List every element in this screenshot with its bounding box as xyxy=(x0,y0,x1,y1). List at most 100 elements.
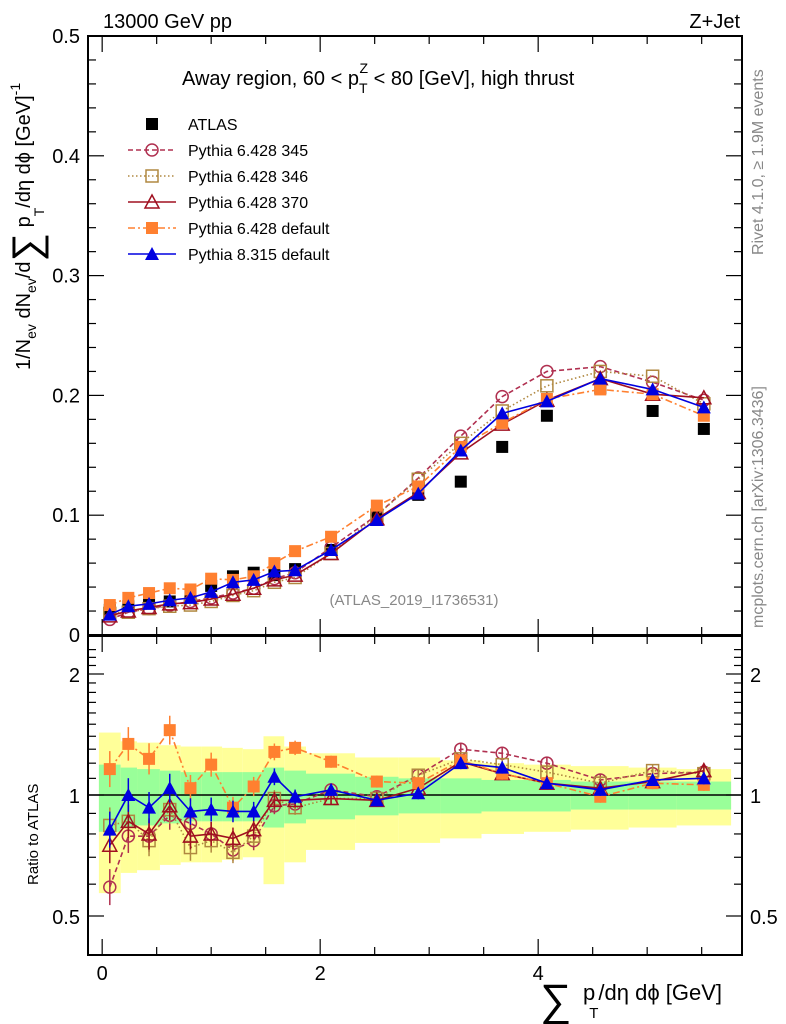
legend-marker xyxy=(146,222,158,234)
ratio-point xyxy=(103,880,117,894)
top-right-label: Z+Jet xyxy=(689,11,740,33)
legend-label: ATLAS xyxy=(188,117,238,134)
main-ylabel: 1/Nev dNev/d∑ pT/dη dϕ [GeV]-1 xyxy=(5,83,49,370)
ratio-point xyxy=(696,771,711,785)
y-tick-label: 0 xyxy=(69,625,80,647)
ratio-point xyxy=(162,781,177,795)
legend-marker xyxy=(145,143,159,157)
ratio-point xyxy=(247,780,260,793)
x-tick-label: 0 xyxy=(97,963,108,985)
data-point xyxy=(593,371,608,385)
legend-item: Pythia 6.428 default xyxy=(128,221,330,238)
ratio-point xyxy=(205,758,218,771)
legend-marker xyxy=(145,247,159,260)
ratio-point xyxy=(161,797,179,813)
stat-uncertainty-band xyxy=(98,764,121,832)
data-point xyxy=(142,596,157,610)
ratio-point xyxy=(288,789,303,803)
series-line xyxy=(109,365,705,621)
rivet-version-label: Rivet 4.1.0, ≥ 1.9M events xyxy=(750,69,767,255)
data-point xyxy=(183,590,198,604)
data-point xyxy=(143,587,156,600)
data-point xyxy=(204,584,219,598)
data-point xyxy=(102,607,117,621)
ratio-point xyxy=(224,829,242,846)
x-tick-label: 4 xyxy=(533,963,544,985)
series-line xyxy=(109,377,704,617)
data-point xyxy=(121,599,136,613)
data-point xyxy=(184,583,197,596)
legend-marker xyxy=(145,169,159,183)
data-point xyxy=(289,545,302,558)
data-point xyxy=(539,394,554,408)
xlabel: ∑ p T/dη dϕ [GeV] xyxy=(540,976,722,1024)
ratio-point xyxy=(142,800,157,814)
data-point xyxy=(697,422,710,435)
data-point xyxy=(122,591,135,604)
series-pythia-6-428-default xyxy=(103,383,710,612)
legend: ATLAS Pythia 6.428 345 Pythia 6.428 346 Pyt… xyxy=(128,117,330,264)
data-point xyxy=(202,590,220,606)
data-point xyxy=(645,382,660,396)
data-point xyxy=(540,409,553,422)
data-point xyxy=(495,389,509,404)
xlabel-sum-symbol: ∑ xyxy=(540,976,571,1024)
ratio-point xyxy=(289,741,302,754)
data-point xyxy=(225,575,240,589)
ratio-point xyxy=(369,793,384,807)
mcplots-source-label: mcplots.cern.ch [arXiv:1306.3436] xyxy=(750,386,767,628)
top-left-label: 13000 GeV pp xyxy=(103,11,232,33)
xlabel-text: p T/dη dϕ [GeV] xyxy=(583,980,722,1022)
data-point xyxy=(411,486,426,500)
axes: 0 0.1 0.2 0.3 0.4 0.5 0 2 4 0.5 0.5 1 1 2 2 xyxy=(52,26,778,985)
ratio-point xyxy=(245,821,262,837)
data-point xyxy=(267,564,282,578)
y-tick-label: 0.2 xyxy=(52,385,80,407)
ratio-point xyxy=(184,782,197,795)
data-point xyxy=(496,440,509,453)
data-point xyxy=(454,475,467,488)
data-point xyxy=(163,582,176,595)
analysis-watermark: (ATLAS_2019_I1736531) xyxy=(329,592,498,609)
ratio-point xyxy=(183,804,198,818)
data-point xyxy=(103,599,116,612)
data-point xyxy=(370,499,383,512)
legend-label: Pythia 6.428 345 xyxy=(188,143,308,160)
data-point xyxy=(288,563,303,577)
legend-item: Pythia 6.428 345 xyxy=(128,143,308,160)
ratio-point xyxy=(204,802,219,816)
y-tick-label: 0.3 xyxy=(52,266,80,288)
legend-item: ATLAS xyxy=(146,117,238,134)
legend-label: Pythia 8.315 default xyxy=(188,247,330,264)
ratio-point xyxy=(103,763,116,776)
ratio-point xyxy=(122,737,135,750)
ratio-point xyxy=(412,777,425,790)
ratio-y-tick-label: 0.5 xyxy=(52,907,80,929)
series-line xyxy=(109,388,705,606)
data-point xyxy=(266,571,283,587)
data-point xyxy=(324,542,339,556)
data-point xyxy=(246,572,261,586)
series-line xyxy=(109,377,705,616)
legend-marker xyxy=(146,118,158,130)
ratio-point xyxy=(102,822,117,836)
main-ylabel-text: 1/Nev dNev/d∑ pT/dη dϕ [GeV]-1 xyxy=(5,83,49,370)
legend-item: Pythia 6.428 370 xyxy=(128,193,308,212)
data-point xyxy=(369,512,384,526)
data-point xyxy=(412,480,425,493)
data-point xyxy=(646,404,659,417)
ratio-ylabel: Ratio to ATLAS xyxy=(25,784,42,885)
y-tick-label: 0.4 xyxy=(52,146,80,168)
data-point xyxy=(453,443,468,457)
ratio-point xyxy=(202,825,220,841)
data-point xyxy=(245,579,262,596)
ratio-panel-series xyxy=(88,715,742,906)
ratio-point xyxy=(182,827,199,843)
legend-label: Pythia 6.428 346 xyxy=(188,169,308,186)
data-point xyxy=(325,530,338,543)
data-point xyxy=(205,572,218,585)
ratio-point xyxy=(267,769,282,783)
ratio-y-tick-label-right: 1 xyxy=(750,786,761,808)
ratio-point xyxy=(266,791,283,808)
